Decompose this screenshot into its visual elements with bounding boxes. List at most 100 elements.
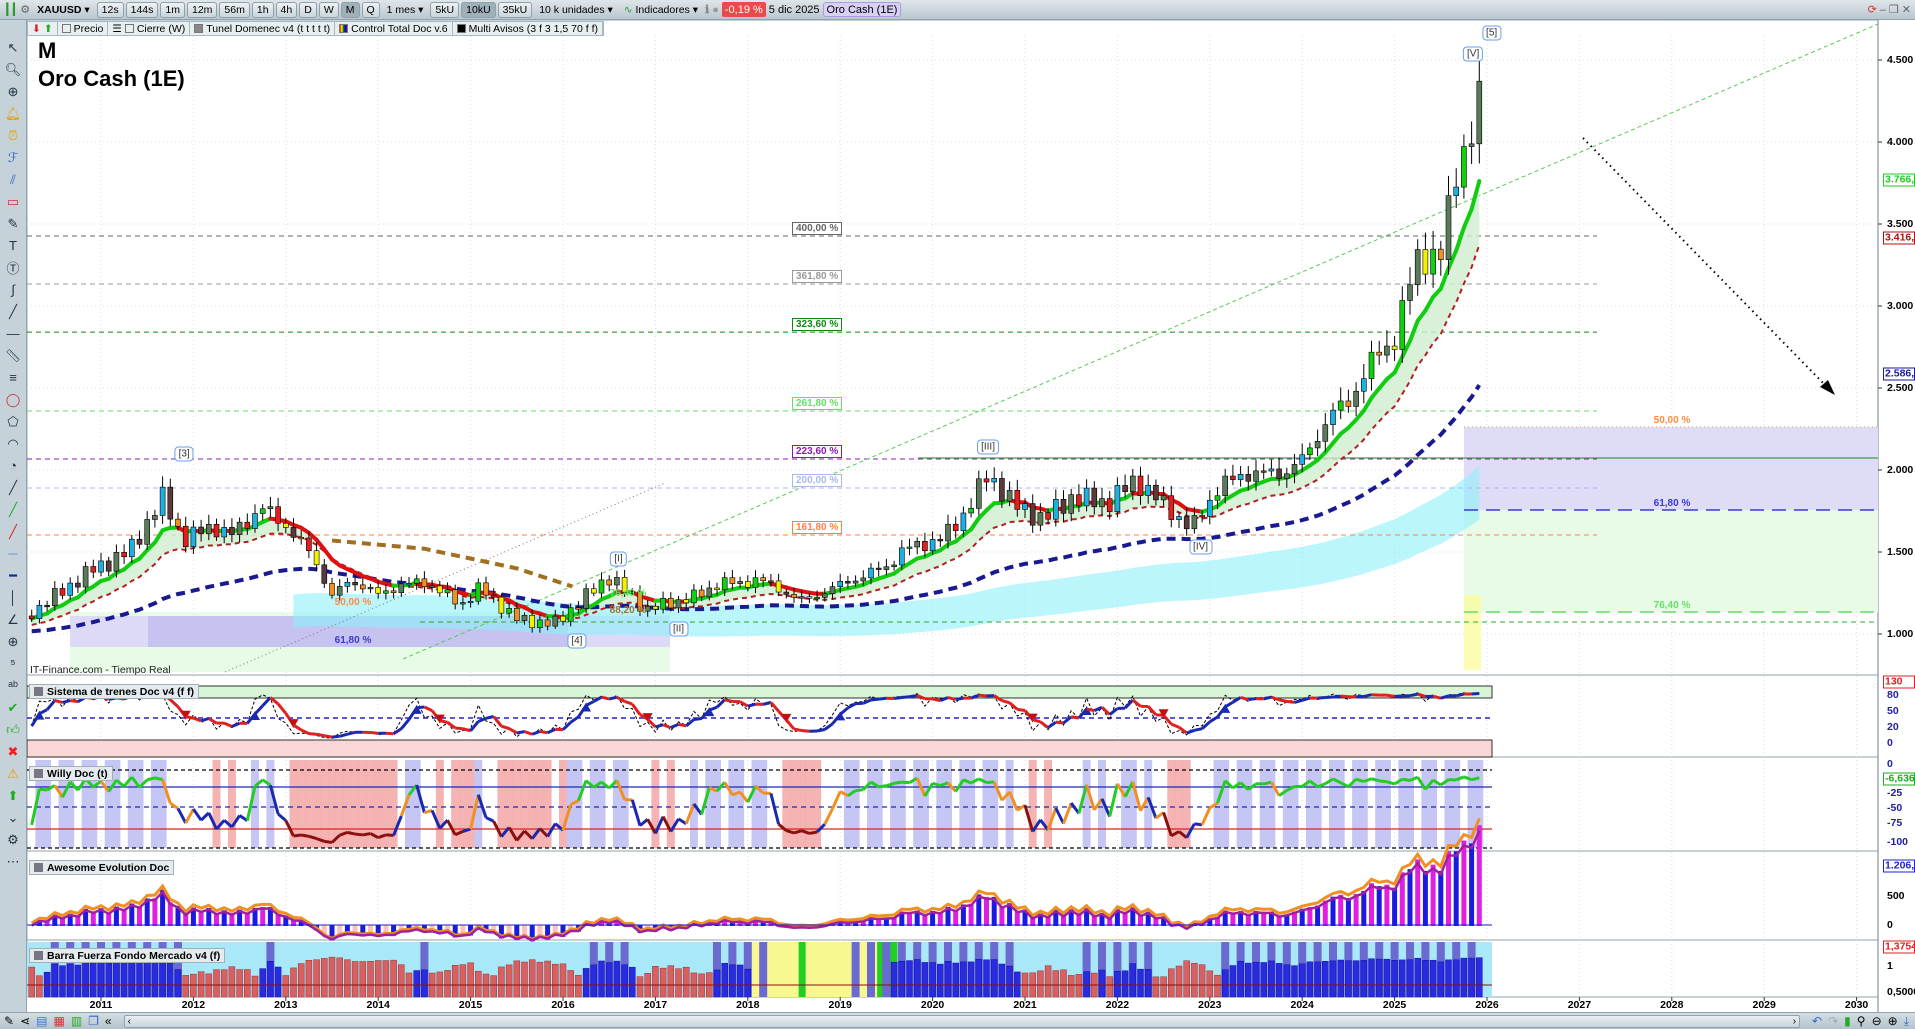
panel-toggle-icon[interactable] (34, 863, 43, 872)
channel-icon[interactable]: ⫽ (10, 171, 16, 187)
timeframe-button-4h[interactable]: 4h (275, 1, 298, 18)
cross-icon[interactable]: ✖ (7, 743, 19, 759)
draw-pen-icon[interactable]: ✎ (4, 1014, 15, 1028)
line-icon[interactable]: ╱ (9, 479, 17, 495)
restore-icon[interactable]: ❐ (1888, 4, 1899, 16)
panel-toggle-icon[interactable] (34, 769, 43, 778)
wave-label[interactable]: [I] (610, 551, 627, 567)
wave-label[interactable]: [IV] (1189, 539, 1213, 555)
timeframe-button-56m[interactable]: 56m (219, 1, 250, 18)
panel-title-1[interactable]: Willy Doc (t) (29, 766, 113, 781)
undo-icon[interactable]: ↶ (1812, 1014, 1823, 1028)
fibonacci-icon[interactable]: ℱ (7, 149, 19, 165)
chat-icon[interactable]: ▤ (36, 1014, 48, 1028)
timeframe-button-144s[interactable]: 144s (125, 1, 159, 18)
check-icon[interactable]: ✔ (7, 699, 19, 715)
sync-icon[interactable]: ⟳ (1867, 4, 1877, 16)
legend-item-tunel[interactable]: Tunel Domenec v4 (t t t t t) (190, 22, 336, 35)
wave-count-icon[interactable]: ⁵ (10, 656, 16, 671)
legend-arrows[interactable]: ⬇ ⬆ (28, 22, 58, 35)
line-up-icon[interactable]: ╱ (9, 501, 17, 517)
timeframe-button-M[interactable]: M (340, 1, 360, 18)
arc-icon[interactable]: ◠ (7, 435, 19, 451)
zoom-out-icon[interactable]: ⊖ (1871, 1014, 1882, 1028)
chart-type-icon[interactable]: ┃┃ (4, 4, 18, 16)
zoom-icon[interactable]: 🔍︎ (4, 61, 22, 77)
collapse-icon[interactable]: ⌄ (7, 809, 19, 825)
panel-title-3[interactable]: Barra Fuerza Fondo Mercado v4 (f) (29, 948, 226, 963)
unit-button-5kU[interactable]: 5kU (430, 1, 460, 18)
wave-label[interactable]: [4] (567, 633, 587, 649)
ellipse-icon[interactable]: ◯ (5, 391, 21, 407)
arrow-up-green-icon[interactable]: ⬆ (43, 22, 53, 35)
checkbox-icon[interactable] (61, 24, 71, 33)
legend-item-control[interactable]: Control Total Doc v.6 (335, 22, 453, 35)
minimize-icon[interactable]: – (1879, 3, 1886, 16)
timeframe-button-12m[interactable]: 12m (186, 1, 218, 18)
hline-icon[interactable]: ─ (8, 546, 18, 561)
circle-plus-icon[interactable]: ⊕ (7, 633, 19, 649)
wave-label[interactable]: [5] (1482, 25, 1502, 41)
zoom-area-icon[interactable]: ⊕ (7, 83, 19, 99)
legend-item-close[interactable]: ☰ Cierre (W) (108, 22, 191, 35)
scroll-left-icon[interactable]: ‹ (127, 1015, 131, 1027)
info-icon[interactable]: ℹ (705, 4, 710, 16)
horizontal-scrollbar[interactable]: ‹ › (123, 1014, 1801, 1028)
legend-item-price[interactable]: Precio (58, 22, 109, 35)
candle-tool-icon[interactable]: ▮ (1844, 1014, 1851, 1028)
redo-icon[interactable]: ↷ (1828, 1014, 1839, 1028)
angle-icon[interactable]: ∠ (7, 611, 19, 627)
panel-toggle-icon[interactable] (34, 687, 43, 696)
cycle-icon[interactable]: ◔ (9, 458, 17, 473)
share-icon[interactable]: ⋖ (20, 1014, 31, 1028)
rectangle-icon[interactable]: ▭ (6, 193, 20, 209)
indicator-settings-icon[interactable]: ⚙ (7, 831, 19, 847)
collapse-left-icon[interactable]: « (104, 1014, 112, 1028)
line-red-icon[interactable]: ╱ (9, 523, 17, 539)
vline-icon[interactable]: │ (8, 590, 18, 605)
symbol-select[interactable]: XAUUSD ▾ (37, 3, 90, 16)
text-icon[interactable]: T (9, 238, 17, 253)
timeframe-button-D[interactable]: D (299, 1, 317, 18)
arrow-down-red-icon[interactable]: ⬇ (32, 22, 41, 35)
period-select[interactable]: 1 mes ▾ (386, 3, 424, 16)
ray-icon[interactable]: — (6, 326, 20, 341)
unit-button-10kU[interactable]: 10kU (461, 1, 496, 18)
wave-label[interactable]: [3] (174, 446, 194, 462)
scroll-end-icon[interactable]: ⤓ (1903, 1013, 1909, 1028)
close-icon[interactable]: ✕ (1901, 4, 1911, 16)
ruler-icon[interactable]: 📏︎ (4, 347, 22, 363)
timeframe-button-Q[interactable]: Q (361, 1, 380, 18)
legend-item-avisos[interactable]: Multi Avisos (3 f 3 1,5 70 f f) (453, 22, 604, 35)
trendline-icon[interactable]: ╱ (9, 303, 17, 319)
scroll-right-icon[interactable]: › (1792, 1015, 1797, 1027)
measure-icon[interactable]: ≡ (9, 370, 17, 385)
arrow-up-icon[interactable]: ⬆ (7, 787, 19, 803)
settings-icon[interactable]: ⚙ (20, 4, 31, 16)
alert-bell-icon[interactable]: 🔔︎ (4, 105, 22, 121)
timeframe-button-W[interactable]: W (318, 1, 339, 18)
text-label-icon[interactable]: Ⓣ (6, 261, 20, 276)
unit-button-35kU[interactable]: 35kU (497, 1, 533, 18)
timeframe-button-1m[interactable]: 1m (160, 1, 185, 18)
polygon-icon[interactable]: ⬠ (7, 413, 19, 429)
hline-thick-icon[interactable]: ━ (9, 567, 17, 583)
checkbox-icon[interactable] (124, 24, 134, 33)
more-icon[interactable]: ⋯ (6, 853, 20, 869)
layout-icon[interactable]: ▥ (70, 1014, 83, 1028)
thumbs-up-icon[interactable]: 👍︎ (6, 721, 20, 737)
report-icon[interactable]: ▦ (53, 1014, 65, 1028)
abc-wave-icon[interactable]: ᵃᵇ (8, 678, 18, 693)
wave-label[interactable]: [II] (668, 621, 689, 637)
alarm-icon[interactable]: ⏰︎ (7, 127, 19, 143)
panel-title-2[interactable]: Awesome Evolution Doc (29, 860, 175, 875)
wave-label[interactable]: [V] (1463, 46, 1484, 62)
units-select[interactable]: 10 k unidades ▾ (539, 3, 613, 16)
zoom-in-icon[interactable]: ⊕ (1887, 1014, 1898, 1028)
windows-icon[interactable]: ❐ (88, 1014, 99, 1028)
timeframe-button-12s[interactable]: 12s (96, 1, 124, 18)
zoom-fit-icon[interactable]: ⚲ (1856, 1014, 1866, 1028)
panel-title-0[interactable]: Sistema de trenes Doc v4 (f f) (29, 684, 200, 699)
timeframe-button-1h[interactable]: 1h (251, 1, 274, 18)
